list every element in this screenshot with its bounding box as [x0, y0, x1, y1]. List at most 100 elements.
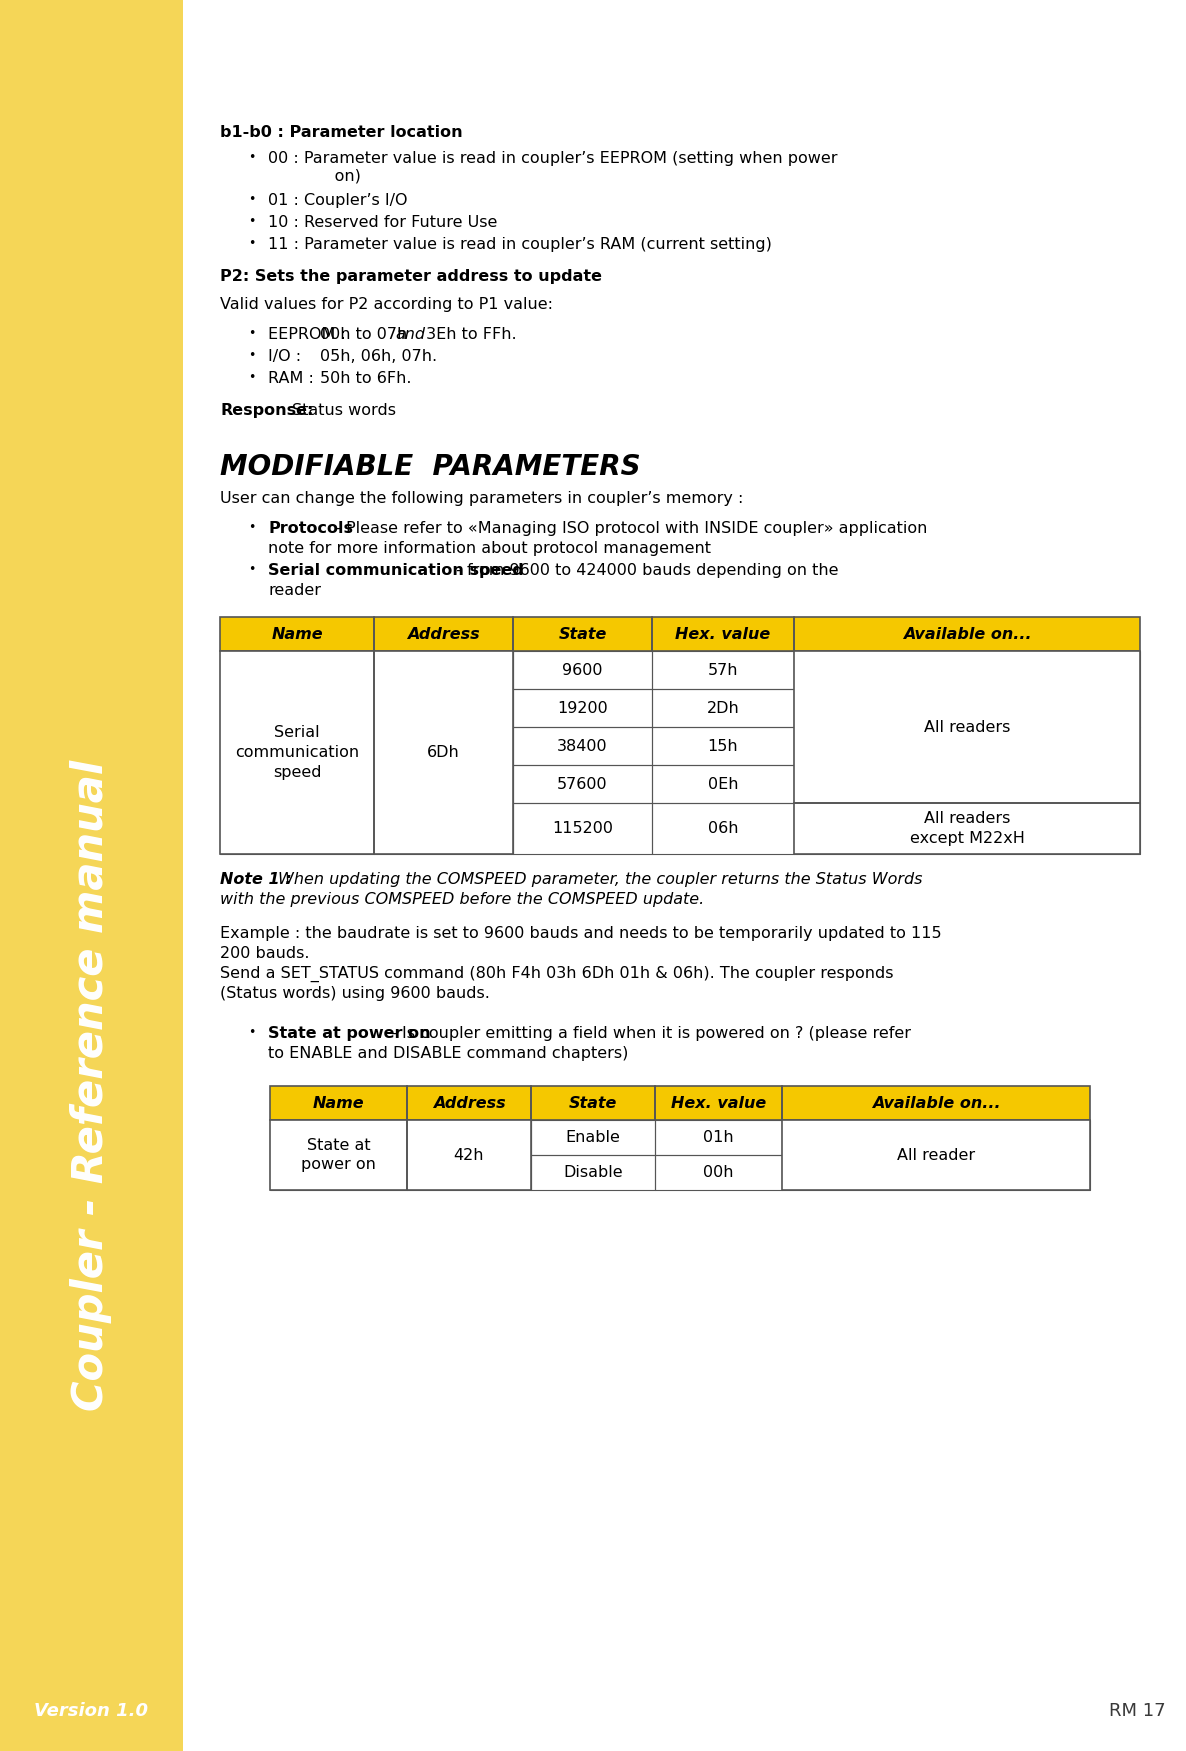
Text: 42h: 42h [454, 1147, 484, 1163]
Bar [782, 1121, 1090, 1191]
Bar [782, 1156, 1090, 1191]
Text: 15h: 15h [708, 739, 739, 753]
Bar [219, 616, 374, 651]
Bar [374, 651, 514, 688]
Text: 01 : Coupler’s I/O: 01 : Coupler’s I/O [268, 193, 408, 208]
Text: Name: Name [272, 627, 323, 641]
Bar [219, 651, 374, 854]
Bar [514, 651, 652, 688]
Bar [219, 651, 374, 688]
Text: Address: Address [407, 627, 480, 641]
Text: 05h, 06h, 07h.: 05h, 06h, 07h. [320, 348, 438, 364]
Text: 57h: 57h [708, 662, 738, 678]
Bar [782, 1121, 1090, 1191]
Bar [219, 804, 374, 854]
Bar [531, 1121, 655, 1156]
Bar [374, 765, 514, 804]
Text: 2Dh: 2Dh [707, 700, 739, 716]
Bar [793, 616, 1140, 651]
Bar [793, 804, 1140, 854]
Text: User can change the following parameters in coupler’s memory :: User can change the following parameters… [219, 490, 744, 506]
Bar [531, 1156, 655, 1191]
Bar [374, 616, 514, 651]
Bar [793, 651, 1140, 804]
Bar [219, 688, 374, 727]
Text: State: State [559, 627, 607, 641]
Text: All reader: All reader [897, 1147, 975, 1163]
Bar [219, 727, 374, 765]
Text: Enable: Enable [566, 1129, 620, 1145]
Text: All readers
except M22xH: All readers except M22xH [910, 811, 1025, 846]
Text: Serial
communication
speed: Serial communication speed [235, 725, 359, 779]
Text: Name: Name [313, 1096, 364, 1110]
Bar [782, 1121, 1090, 1156]
Bar [793, 804, 1140, 854]
Bar [531, 1086, 655, 1121]
Bar [514, 688, 652, 727]
Text: - Please refer to «Managing ISO protocol with INSIDE coupler» application: - Please refer to «Managing ISO protocol… [330, 522, 927, 536]
Bar [407, 1086, 531, 1121]
Text: •: • [248, 564, 255, 576]
Text: •: • [248, 151, 255, 165]
Text: •: • [248, 348, 255, 362]
Bar [219, 651, 374, 854]
Text: 00h: 00h [703, 1164, 734, 1180]
Text: Send a SET_STATUS command (80h F4h 03h 6Dh 01h & 06h). The coupler responds: Send a SET_STATUS command (80h F4h 03h 6… [219, 967, 893, 982]
Text: 19200: 19200 [557, 700, 608, 716]
Bar [374, 616, 514, 651]
Text: State at power on: State at power on [268, 1026, 431, 1042]
Text: Example : the baudrate is set to 9600 bauds and needs to be temporarily updated : Example : the baudrate is set to 9600 ba… [219, 926, 942, 940]
Text: - Is coupler emitting a field when it is powered on ? (please refer: - Is coupler emitting a field when it is… [385, 1026, 911, 1042]
Text: 57600: 57600 [557, 776, 607, 791]
Text: State: State [569, 1096, 617, 1110]
Text: Protocols: Protocols [268, 522, 353, 536]
Text: Available on...: Available on... [903, 627, 1032, 641]
Text: Response:: Response: [219, 403, 313, 418]
Text: Hex. value: Hex. value [671, 1096, 766, 1110]
Text: Note 1 :: Note 1 : [219, 872, 298, 888]
Bar [652, 804, 793, 854]
Text: P2: Sets the parameter address to update: P2: Sets the parameter address to update [219, 270, 602, 284]
Bar [407, 1121, 531, 1156]
Text: •: • [248, 522, 255, 534]
Text: 115200: 115200 [551, 821, 613, 835]
Text: State at
power on: State at power on [301, 1138, 376, 1173]
Text: Address: Address [433, 1096, 505, 1110]
Text: - from 9600 to 424000 bauds depending on the: - from 9600 to 424000 bauds depending on… [451, 564, 839, 578]
Bar [782, 1086, 1090, 1121]
Text: 200 bauds.: 200 bauds. [219, 946, 310, 961]
Text: •: • [248, 1026, 255, 1038]
Bar [407, 1121, 531, 1191]
Text: with the previous COMSPEED before the COMSPEED update.: with the previous COMSPEED before the CO… [219, 891, 704, 907]
Text: reader: reader [268, 583, 321, 599]
Bar [655, 1086, 782, 1121]
Text: 50h to 6Fh.: 50h to 6Fh. [320, 371, 412, 385]
Bar [219, 765, 374, 804]
Text: When updating the COMSPEED parameter, the coupler returns the Status Words: When updating the COMSPEED parameter, th… [278, 872, 923, 888]
Text: 01h: 01h [703, 1129, 734, 1145]
Bar [219, 616, 374, 651]
Bar [793, 651, 1140, 688]
Text: •: • [248, 215, 255, 228]
Bar [655, 1121, 782, 1156]
Text: 06h: 06h [708, 821, 738, 835]
Text: 38400: 38400 [557, 739, 607, 753]
Bar [514, 765, 652, 804]
Bar [793, 804, 1140, 854]
Text: All readers: All readers [924, 720, 1010, 734]
Bar [652, 765, 793, 804]
Text: and: and [395, 327, 425, 341]
Bar [652, 616, 793, 651]
Text: Disable: Disable [563, 1164, 623, 1180]
Text: •: • [248, 193, 255, 207]
Bar [652, 616, 793, 651]
Text: 6Dh: 6Dh [427, 744, 460, 760]
Text: 11 : Parameter value is read in coupler’s RAM (current setting): 11 : Parameter value is read in coupler’… [268, 236, 772, 252]
Text: b1-b0 : Parameter location: b1-b0 : Parameter location [219, 124, 463, 140]
Bar [407, 1086, 531, 1121]
Bar [793, 688, 1140, 727]
Bar [514, 616, 652, 651]
Text: Version 1.0: Version 1.0 [34, 1702, 148, 1719]
Bar [793, 651, 1140, 804]
Bar [374, 651, 514, 854]
